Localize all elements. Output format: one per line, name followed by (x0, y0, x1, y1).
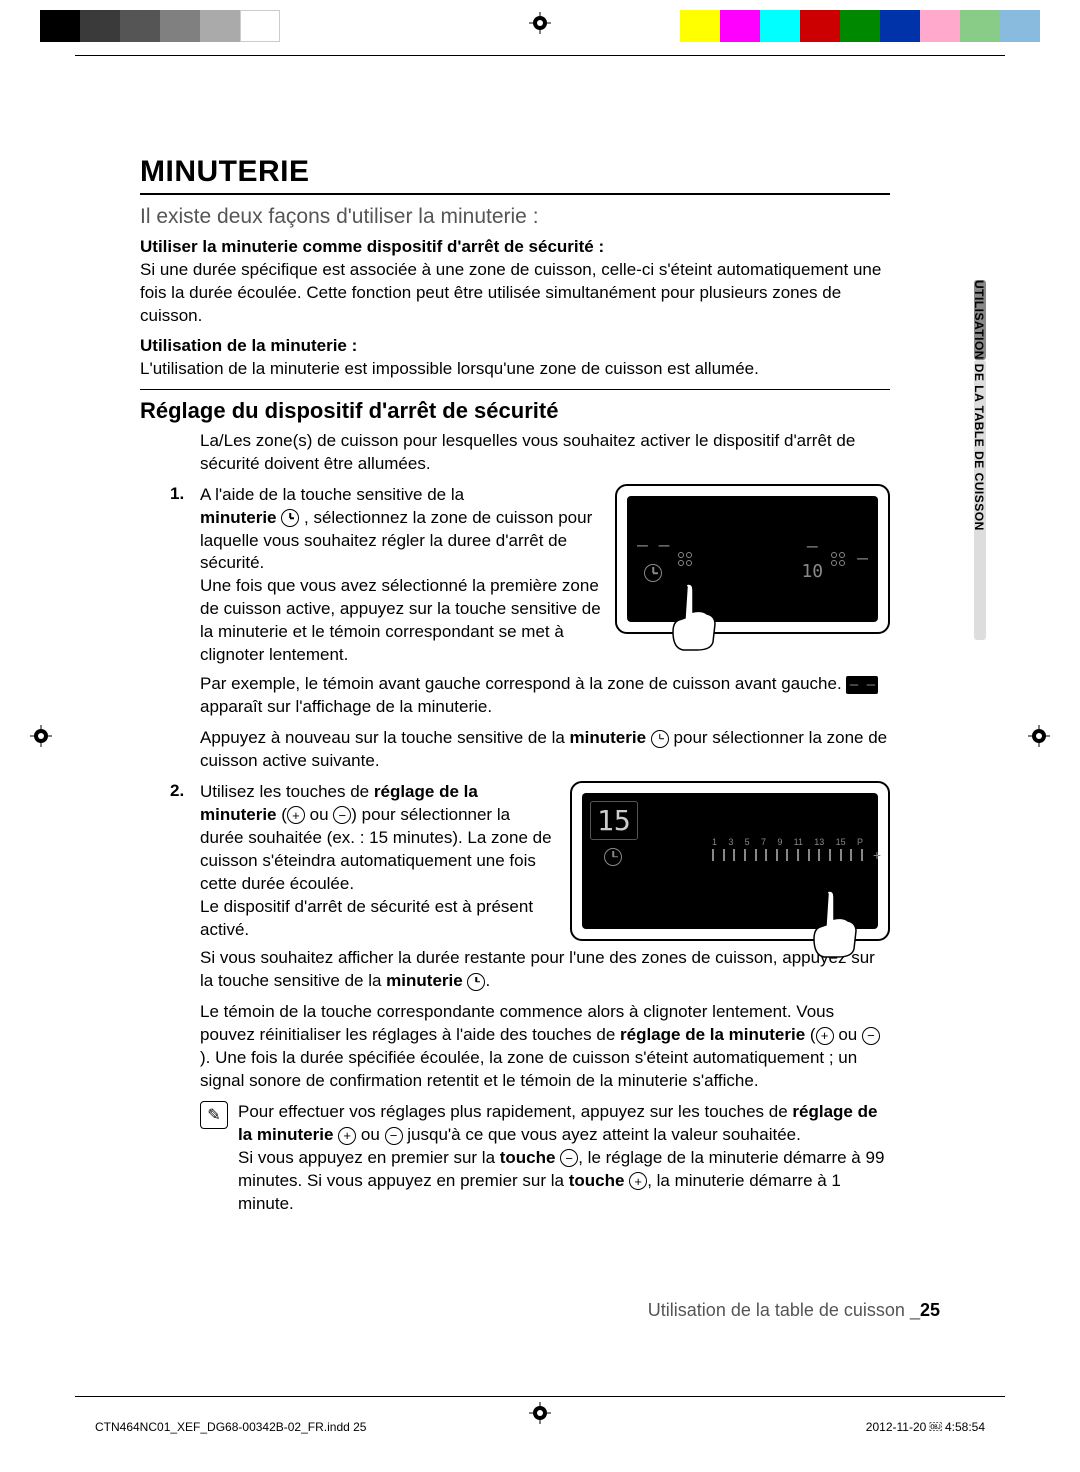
intro-text: La/Les zone(s) de cuisson pour lesquelle… (200, 430, 890, 476)
plus-button-icon: + (287, 806, 305, 824)
heading-use: Utilisation de la minuterie : (140, 336, 890, 356)
minus-button-icon: − (333, 806, 351, 824)
divider (140, 389, 890, 390)
note-text: Pour effectuer vos réglages plus rapidem… (238, 1101, 890, 1216)
power-scale: 1 3 5 7 9 11 13 15 P + (712, 837, 863, 861)
note-icon: ✎ (200, 1101, 228, 1129)
plus-button-icon: + (338, 1127, 356, 1145)
divider (140, 193, 890, 195)
page-footer: Utilisation de la table de cuisson _25 (648, 1300, 940, 1321)
zone-indicators (831, 544, 849, 574)
hand-pointing-icon (667, 582, 727, 652)
swatch (80, 10, 120, 42)
section-title: MINUTERIE (140, 155, 890, 189)
swatch (880, 10, 920, 42)
crop-line (75, 1396, 1005, 1397)
timer-icon (644, 564, 662, 582)
page-content: MINUTERIE Il existe deux façons d'utilis… (140, 155, 890, 1216)
lead-text: Il existe deux façons d'utiliser la minu… (140, 205, 890, 229)
note-box: ✎ Pour effectuer vos réglages plus rapid… (200, 1101, 890, 1216)
step-2: Utilisez les touches de réglage de la mi… (200, 781, 890, 1093)
timer-icon (467, 973, 485, 991)
minus-button-icon: − (385, 1127, 403, 1145)
timer-icon (281, 509, 299, 527)
swatch (720, 10, 760, 42)
step-1: A l'aide de la touche sensitive de la mi… (200, 484, 890, 773)
minus-button-icon: − (560, 1149, 578, 1167)
print-metadata: CTN464NC01_XEF_DG68-00342B-02_FR.indd 25… (95, 1420, 985, 1434)
swatch (840, 10, 880, 42)
swatch (680, 10, 720, 42)
zone-indicators (678, 544, 696, 574)
subsection-title: Réglage du dispositif d'arrêt de sécurit… (140, 398, 890, 424)
dash-display-icon: – – (846, 676, 878, 694)
timer-icon (604, 848, 622, 866)
swatch (800, 10, 840, 42)
swatch (920, 10, 960, 42)
step-1-text: A l'aide de la touche sensitive de la mi… (200, 484, 603, 668)
display-power: 10 (801, 561, 823, 582)
swatch (1000, 10, 1040, 42)
plus-icon: + (873, 847, 881, 863)
step-1-followup: Par exemple, le témoin avant gauche corr… (200, 673, 890, 719)
timer-icon (651, 730, 669, 748)
registration-mark-icon (1028, 725, 1050, 747)
paragraph: L'utilisation de la minuterie est imposs… (140, 358, 890, 381)
swatch (240, 10, 280, 42)
swatch (960, 10, 1000, 42)
print-file: CTN464NC01_XEF_DG68-00342B-02_FR.indd 25 (95, 1420, 366, 1434)
side-chapter-tab: UTILISATION DE LA TABLE DE CUISSON (974, 280, 1000, 640)
minus-button-icon: − (862, 1027, 880, 1045)
registration-mark-icon (30, 725, 52, 747)
crop-line (75, 55, 1005, 56)
swatch (120, 10, 160, 42)
plus-button-icon: + (629, 1172, 647, 1190)
step-1-next: Appuyez à nouveau sur la touche sensitiv… (200, 727, 890, 773)
step-2-show-remaining: Si vous souhaitez afficher la durée rest… (200, 947, 890, 993)
heading-safety: Utiliser la minuterie comme dispositif d… (140, 237, 890, 257)
registration-mark-icon (529, 12, 551, 34)
figure-panel-2: 15 1 3 5 7 9 11 13 15 (570, 781, 890, 941)
hand-pointing-icon (808, 889, 868, 959)
display-15: 15 (590, 801, 638, 840)
swatch (160, 10, 200, 42)
swatch (40, 10, 80, 42)
step-2-text: Utilisez les touches de réglage de la mi… (200, 781, 558, 942)
display-dashes: – – (637, 535, 670, 556)
side-tab-label: UTILISATION DE LA TABLE DE CUISSON (972, 280, 986, 531)
figure-panel-1: – – – 10 – (615, 484, 890, 634)
swatch (760, 10, 800, 42)
swatch (200, 10, 240, 42)
print-date: 2012-11-20 ￼ 4:58:54 (866, 1420, 985, 1434)
step-2-reset: Le témoin de la touche correspondante co… (200, 1001, 890, 1093)
plus-button-icon: + (816, 1027, 834, 1045)
paragraph: Si une durée spécifique est associée à u… (140, 259, 890, 328)
